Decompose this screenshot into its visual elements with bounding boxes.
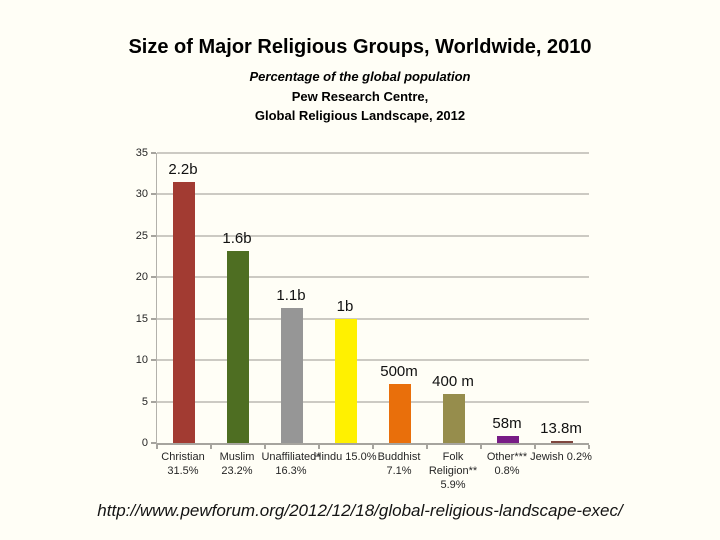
bar-value-label: 400 m: [432, 373, 474, 391]
plot-area: [156, 152, 590, 449]
y-axis-tick-mark: [151, 400, 156, 403]
bar-value-label: 58m: [492, 415, 522, 433]
y-axis-tick-mark: [151, 276, 156, 279]
x-axis-category-label-line: Unaffiliated*: [261, 451, 321, 463]
bar-value-label: 1.6b: [222, 229, 252, 247]
bar-value-label: 1.1b: [276, 286, 306, 304]
x-axis-tick-mark: [318, 445, 320, 449]
gridline: [157, 193, 589, 196]
page-title: Size of Major Religious Groups, Worldwid…: [128, 36, 592, 58]
x-axis-category-label: Buddhist 7.1%: [354, 450, 444, 478]
bar-hindu: [335, 318, 357, 443]
y-axis-tick-mark: [151, 234, 156, 237]
x-axis-category-label-line: Hindu 15.0%: [313, 451, 377, 463]
y-axis-tick-label: 20: [135, 271, 148, 284]
y-axis-tick-mark: [151, 359, 156, 362]
gridline: [157, 234, 589, 237]
x-axis-category-label-line: Religion**: [428, 465, 478, 477]
y-axis-tick-label: 25: [135, 229, 148, 242]
x-axis-category-label: Unaffiliated* 16.3%: [246, 450, 336, 478]
source-report: Global Religious Landscape, 2012: [254, 108, 466, 123]
source-url: http://www.pewforum.org/2012/12/18/globa…: [97, 501, 623, 520]
x-axis-tick-mark: [264, 445, 266, 449]
x-axis-category-label-line: Buddhist: [377, 451, 421, 463]
bar-unaffiliated*: [281, 307, 303, 443]
x-axis-category-label-line: Jewish 0.2%: [530, 451, 592, 463]
x-axis-category-label: Other*** 0.8%: [462, 450, 552, 478]
y-axis-tick-mark: [151, 152, 156, 154]
bar-value-label: 13.8m: [540, 420, 582, 437]
y-axis-tick-label: 30: [135, 188, 148, 201]
x-axis-category-label: Christian 31.5%: [138, 450, 228, 478]
x-axis-category-label-line: Folk: [442, 451, 464, 463]
x-axis-category-label-line: 31.5%: [167, 465, 199, 477]
y-axis-tick-mark: [151, 442, 156, 444]
x-axis-category-label-line: 0.8%: [494, 465, 520, 477]
x-axis-category-label: Muslim 23.2%: [192, 450, 282, 478]
x-axis-category-label-line: Christian: [161, 451, 205, 463]
x-axis-category-label-line: Muslim: [219, 451, 255, 463]
gridline: [157, 152, 589, 154]
bar-value-label: 500m: [380, 363, 418, 381]
x-axis-tick-mark: [426, 445, 428, 449]
y-axis-tick-label: 15: [135, 312, 148, 325]
gridline: [157, 400, 589, 403]
y-axis-tick-label: 10: [135, 354, 148, 367]
y-axis-tick-label: 5: [141, 395, 148, 408]
y-axis-tick-label: 35: [135, 147, 148, 159]
gridline: [157, 276, 589, 279]
x-axis-tick-mark: [480, 445, 482, 449]
gridline: [157, 317, 589, 320]
x-axis-tick-mark: [534, 445, 536, 449]
gridline: [157, 359, 589, 362]
source-org: Pew Research Centre,: [291, 89, 429, 104]
x-axis-tick-mark: [156, 445, 158, 449]
bar-value-label: 2.2b: [168, 161, 198, 178]
x-axis-category-label-line: 7.1%: [386, 465, 412, 477]
x-axis-category-label: Hindu 15.0%: [300, 450, 390, 464]
x-axis-category-label: Folk Religion** 5.9%: [408, 450, 498, 492]
bar-buddhist: [389, 384, 411, 443]
x-axis-category-label-line: 23.2%: [221, 465, 253, 477]
y-axis-tick-mark: [151, 317, 156, 320]
bar-value-label: 1b: [336, 297, 354, 315]
bar-folk: [443, 394, 465, 443]
x-axis-tick-mark: [588, 445, 590, 449]
y-axis-tick-label: 0: [141, 437, 148, 449]
x-axis-tick-mark: [372, 445, 374, 449]
bar-muslim: [227, 250, 249, 443]
chart-subtitle: Percentage of the global population: [249, 69, 471, 84]
bar-jewish: [551, 441, 573, 443]
bar-other***: [497, 436, 519, 443]
x-axis-category-label: Jewish 0.2%: [516, 450, 606, 464]
x-axis-category-label-line: 16.3%: [275, 465, 307, 477]
x-axis-category-label-line: 5.9%: [440, 479, 466, 491]
y-axis-tick-mark: [151, 193, 156, 196]
x-axis-tick-mark: [210, 445, 212, 449]
x-axis-category-label-line: Other***: [486, 451, 528, 463]
bar-christian: [173, 182, 195, 443]
